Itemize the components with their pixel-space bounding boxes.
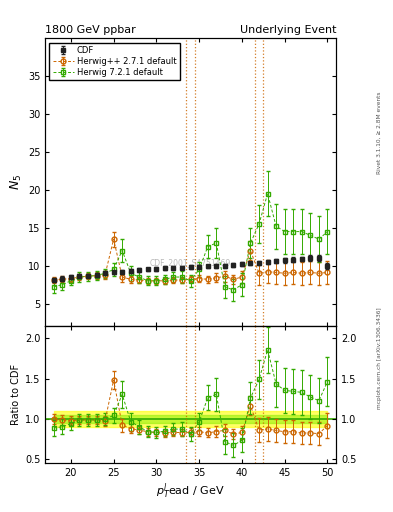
Text: 1800 GeV ppbar: 1800 GeV ppbar <box>45 25 136 35</box>
Legend: CDF, Herwig++ 2.7.1 default, Herwig 7.2.1 default: CDF, Herwig++ 2.7.1 default, Herwig 7.2.… <box>50 42 180 80</box>
X-axis label: $p_T^l$ead / GeV: $p_T^l$ead / GeV <box>156 481 225 501</box>
Y-axis label: Ratio to CDF: Ratio to CDF <box>11 364 21 425</box>
Text: Underlying Event: Underlying Event <box>239 25 336 35</box>
Y-axis label: $N_5$: $N_5$ <box>9 174 24 190</box>
Text: mcplots.cern.ch [arXiv:1306.3436]: mcplots.cern.ch [arXiv:1306.3436] <box>377 308 382 409</box>
Text: Rivet 3.1.10, ≥ 2.8M events: Rivet 3.1.10, ≥ 2.8M events <box>377 92 382 175</box>
Text: CDF_2001_S4751469: CDF_2001_S4751469 <box>150 259 231 267</box>
